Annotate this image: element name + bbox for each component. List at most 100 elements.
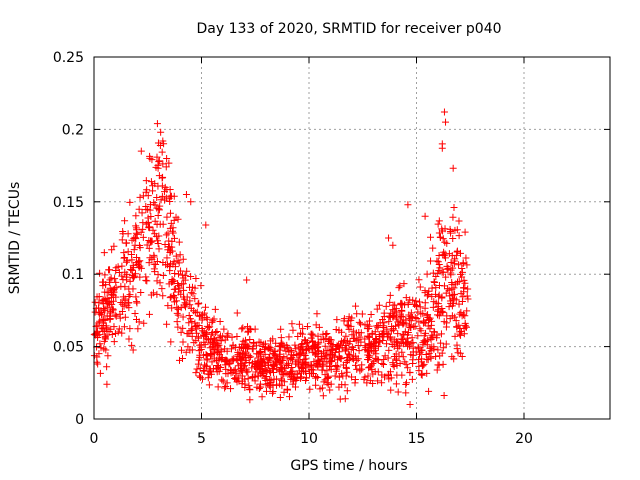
data-point xyxy=(218,354,226,362)
data-point xyxy=(441,254,449,262)
x-tick-label-3: 15 xyxy=(408,431,426,447)
data-point xyxy=(442,340,450,348)
data-point xyxy=(355,318,363,326)
data-point xyxy=(455,321,463,329)
data-point xyxy=(378,379,386,387)
data-point xyxy=(170,298,178,306)
data-point xyxy=(142,273,150,281)
data-point xyxy=(458,265,466,273)
data-point xyxy=(137,288,145,296)
data-point xyxy=(246,336,254,344)
data-point xyxy=(299,325,307,333)
data-point xyxy=(195,299,203,307)
data-point xyxy=(441,225,449,233)
data-point xyxy=(385,371,393,379)
data-point xyxy=(310,358,318,366)
data-point xyxy=(362,343,370,351)
data-point xyxy=(125,304,133,312)
data-point xyxy=(433,334,441,342)
data-point xyxy=(222,370,230,378)
data-point xyxy=(178,280,186,288)
data-point xyxy=(256,349,264,357)
data-point xyxy=(168,278,176,286)
data-point xyxy=(222,357,230,365)
data-point xyxy=(463,261,471,269)
data-point xyxy=(354,341,362,349)
data-point xyxy=(278,382,286,390)
x-tick-label-0: 0 xyxy=(90,431,99,447)
data-point xyxy=(103,325,111,333)
data-point xyxy=(237,365,245,373)
data-point xyxy=(108,331,116,339)
data-point xyxy=(180,301,188,309)
data-point xyxy=(459,259,467,267)
data-point xyxy=(151,217,159,225)
y-tick-label-4: 0.2 xyxy=(62,122,84,138)
data-point xyxy=(314,356,322,364)
data-point xyxy=(321,342,329,350)
data-point xyxy=(418,347,426,355)
data-point xyxy=(350,355,358,363)
data-point xyxy=(328,358,336,366)
data-point xyxy=(107,274,115,282)
data-point xyxy=(182,348,190,356)
data-point xyxy=(189,290,197,298)
data-point xyxy=(384,354,392,362)
data-point xyxy=(257,339,265,347)
data-point xyxy=(94,360,102,368)
data-point xyxy=(314,362,322,370)
data-point xyxy=(112,330,120,338)
data-point xyxy=(285,333,293,341)
data-point xyxy=(404,364,412,372)
y-axis-label: SRMTID / TECUs xyxy=(7,182,23,295)
data-point xyxy=(213,328,221,336)
data-point xyxy=(206,323,214,331)
data-point xyxy=(118,236,126,244)
data-point xyxy=(427,335,435,343)
data-point xyxy=(147,178,155,186)
data-point xyxy=(314,332,322,340)
data-point xyxy=(316,385,324,393)
data-point xyxy=(450,284,458,292)
data-point xyxy=(118,272,126,280)
data-point xyxy=(229,341,237,349)
data-point xyxy=(309,338,317,346)
data-point xyxy=(203,362,211,370)
data-point xyxy=(333,316,341,324)
data-point xyxy=(169,278,177,286)
data-point xyxy=(131,241,139,249)
data-point xyxy=(187,289,195,297)
data-point xyxy=(336,395,344,403)
data-point xyxy=(417,358,425,366)
data-point xyxy=(417,310,425,318)
data-point xyxy=(111,275,119,283)
data-point xyxy=(400,330,408,338)
data-point xyxy=(112,284,120,292)
data-point xyxy=(413,314,421,322)
data-point xyxy=(152,232,160,240)
data-point xyxy=(450,291,458,299)
data-point xyxy=(287,375,295,383)
data-point xyxy=(439,308,447,316)
data-point xyxy=(162,163,170,171)
data-point xyxy=(455,277,463,285)
data-point xyxy=(277,343,285,351)
data-point xyxy=(121,313,129,321)
data-point xyxy=(99,316,107,324)
data-point xyxy=(101,295,109,303)
data-point xyxy=(156,141,164,149)
data-point xyxy=(135,258,143,266)
data-point xyxy=(165,159,173,167)
data-point xyxy=(369,380,377,388)
data-point xyxy=(100,249,108,257)
data-point xyxy=(192,274,200,282)
data-point xyxy=(452,317,460,325)
data-point xyxy=(274,355,282,363)
data-point xyxy=(269,388,277,396)
data-point xyxy=(166,247,174,255)
data-point xyxy=(341,346,349,354)
data-point xyxy=(435,312,443,320)
data-point xyxy=(277,375,285,383)
data-point xyxy=(264,380,272,388)
data-point xyxy=(373,322,381,330)
